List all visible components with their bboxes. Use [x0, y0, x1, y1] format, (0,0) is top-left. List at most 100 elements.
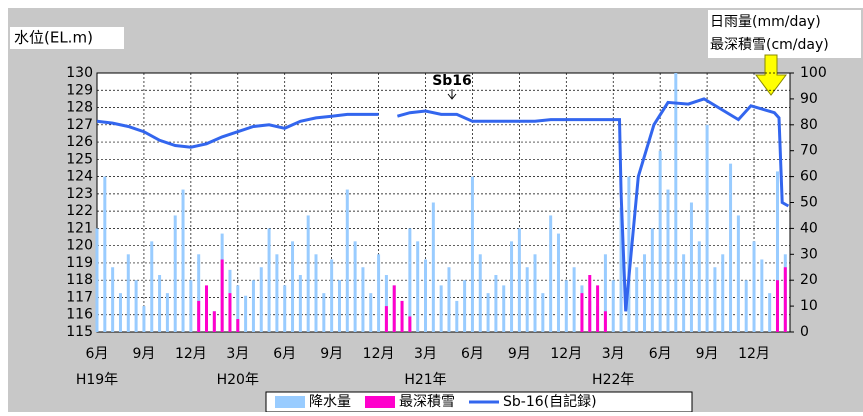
bar [470, 176, 474, 332]
y-tick-label: 125 [66, 151, 93, 167]
bar [775, 280, 779, 332]
x-tick-label: 6月 [461, 346, 484, 362]
bar [306, 215, 310, 332]
bar [118, 293, 122, 332]
y2-tick-label: 40 [800, 220, 818, 236]
y2-tick-label: 80 [800, 117, 818, 133]
bar [502, 285, 506, 332]
bar [682, 254, 686, 332]
bar [369, 293, 373, 332]
bar [416, 241, 420, 332]
bar [635, 267, 639, 332]
bar [775, 171, 779, 332]
y2-tick-label: 90 [800, 91, 818, 107]
bar [291, 241, 295, 332]
y-tick-label: 118 [66, 272, 93, 288]
y2-tick-label: 30 [800, 246, 818, 262]
plot-area [96, 72, 791, 333]
year-label: H20年 [217, 372, 259, 388]
bar [337, 280, 341, 332]
y2-tick-label: 10 [800, 298, 818, 314]
legend-label: 降水量 [309, 394, 351, 410]
y-tick-label: 119 [66, 255, 93, 271]
bar [134, 280, 138, 332]
bar [486, 293, 490, 332]
x-tick-label: 9月 [132, 346, 155, 362]
bar [197, 300, 201, 332]
y2-axis-label: 日雨量(mm/day) [710, 14, 821, 30]
bar [580, 293, 584, 332]
bar [736, 215, 740, 332]
bar [142, 306, 146, 332]
bar [236, 319, 240, 332]
x-tick-label: 9月 [696, 346, 719, 362]
y-axis-label: 水位(EL.m) [14, 29, 93, 47]
y2-tick-label: 70 [800, 143, 818, 159]
x-tick-label: 6月 [86, 346, 109, 362]
bar [298, 275, 302, 332]
bar [674, 73, 678, 332]
bar [353, 241, 357, 332]
bar [150, 241, 154, 332]
bar [517, 228, 521, 332]
bar [275, 254, 279, 332]
y-tick-label: 129 [66, 82, 93, 98]
x-tick-label: 3月 [414, 346, 437, 362]
bar [330, 259, 334, 332]
bar [556, 233, 560, 332]
bar [494, 275, 498, 332]
bar [689, 202, 693, 332]
x-tick-label: 6月 [649, 346, 672, 362]
bar [197, 254, 201, 332]
y2-tick-label: 60 [800, 169, 818, 185]
bar [173, 215, 177, 332]
bar [650, 228, 654, 332]
bar [220, 259, 224, 332]
bar [643, 254, 647, 332]
bar [251, 280, 255, 332]
bar [103, 176, 107, 332]
bar [596, 285, 600, 332]
bar [361, 267, 365, 332]
bar [189, 280, 193, 332]
bar [768, 293, 772, 332]
bar [783, 267, 787, 332]
x-tick-label: 3月 [226, 346, 249, 362]
bar [603, 254, 607, 332]
bar [510, 241, 514, 332]
year-label: H22年 [592, 372, 634, 388]
x-tick-label: 6月 [273, 346, 296, 362]
bar [627, 176, 631, 332]
bar [721, 254, 725, 332]
bar [228, 293, 232, 332]
ylabel-box [10, 27, 124, 49]
bar [697, 241, 701, 332]
bar [392, 285, 396, 332]
y-tick-label: 123 [66, 186, 93, 202]
y-tick-label: 122 [66, 203, 93, 219]
year-label: H19年 [76, 372, 118, 388]
bar [463, 280, 467, 332]
bar [447, 267, 451, 332]
bar [525, 267, 529, 332]
x-tick-label: 9月 [320, 346, 343, 362]
legend-swatch [275, 396, 305, 408]
y2-tick-label: 0 [800, 324, 809, 340]
bar [713, 267, 717, 332]
bar [408, 228, 412, 332]
bar [424, 259, 428, 332]
y-tick-label: 121 [66, 220, 93, 236]
y2-tick-label: 100 [800, 65, 827, 81]
bar [619, 207, 623, 332]
bar [400, 300, 404, 332]
bar [384, 275, 388, 332]
bar [212, 311, 216, 332]
bar [564, 280, 568, 332]
bar [666, 189, 670, 332]
bar [478, 254, 482, 332]
y-tick-label: 126 [66, 134, 93, 150]
y2-axis-label: 最深積雪(cm/day) [710, 37, 829, 53]
bar [259, 267, 263, 332]
bar [611, 280, 615, 332]
